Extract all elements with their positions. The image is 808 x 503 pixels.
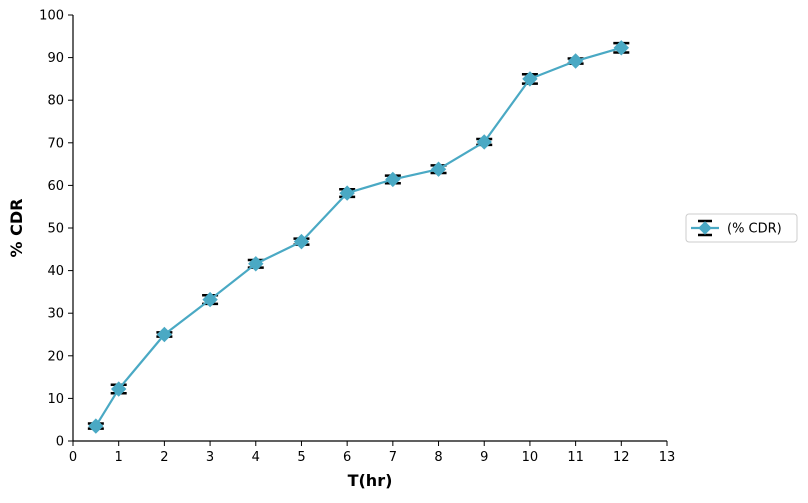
- data-point-marker: [293, 233, 310, 250]
- y-tick-label: 60: [47, 179, 64, 194]
- y-tick-label: 30: [47, 307, 64, 322]
- x-tick-label: 2: [160, 450, 168, 465]
- x-tick-label: 6: [343, 450, 351, 465]
- data-point-marker: [156, 326, 173, 343]
- data-series: [87, 40, 630, 434]
- x-tick-label: 13: [659, 450, 676, 465]
- x-tick-label: 3: [206, 450, 214, 465]
- axes: [72, 15, 667, 442]
- y-tick-label: 70: [47, 136, 64, 151]
- data-point-marker: [202, 291, 218, 308]
- series-line: [94, 46, 622, 427]
- y-tick-label: 80: [47, 94, 64, 109]
- y-axis-title: % CDR: [7, 199, 26, 258]
- x-tick-label: 1: [115, 450, 123, 465]
- y-tick-label: 20: [47, 349, 64, 364]
- y-tick-label: 50: [47, 222, 64, 237]
- x-tick-label: 10: [522, 450, 539, 465]
- data-point-marker: [522, 71, 538, 87]
- x-tick-label: 7: [389, 450, 397, 465]
- data-point-marker: [248, 256, 264, 272]
- x-tick-label: 0: [69, 450, 77, 465]
- data-point-marker: [385, 171, 401, 188]
- data-point-marker: [88, 418, 104, 434]
- legend-box: [685, 213, 798, 243]
- data-point-marker: [567, 53, 584, 69]
- data-point-marker: [430, 161, 447, 177]
- x-tick-label: 5: [297, 450, 305, 465]
- y-tick-label: 100: [39, 9, 64, 24]
- legend-diamond-icon: [698, 221, 712, 235]
- y-tick-label: 40: [47, 264, 64, 279]
- x-tick-label: 4: [252, 450, 260, 465]
- y-tick-label: 10: [47, 392, 64, 407]
- data-point-marker: [613, 40, 630, 56]
- legend-label: (% CDR): [727, 222, 782, 237]
- y-tick-label: 90: [47, 51, 64, 66]
- x-axis-title: T(hr): [348, 471, 393, 490]
- legend: (% CDR): [685, 213, 798, 243]
- data-point-marker: [110, 381, 127, 397]
- data-point-marker: [476, 134, 492, 150]
- legend-marker: [691, 219, 719, 237]
- data-point-marker: [339, 185, 355, 201]
- x-tick-label: 8: [434, 450, 442, 465]
- x-tick-label: 9: [480, 450, 488, 465]
- x-tick-label: 12: [613, 450, 630, 465]
- y-tick-label: 0: [56, 435, 64, 450]
- x-tick-label: 11: [567, 450, 584, 465]
